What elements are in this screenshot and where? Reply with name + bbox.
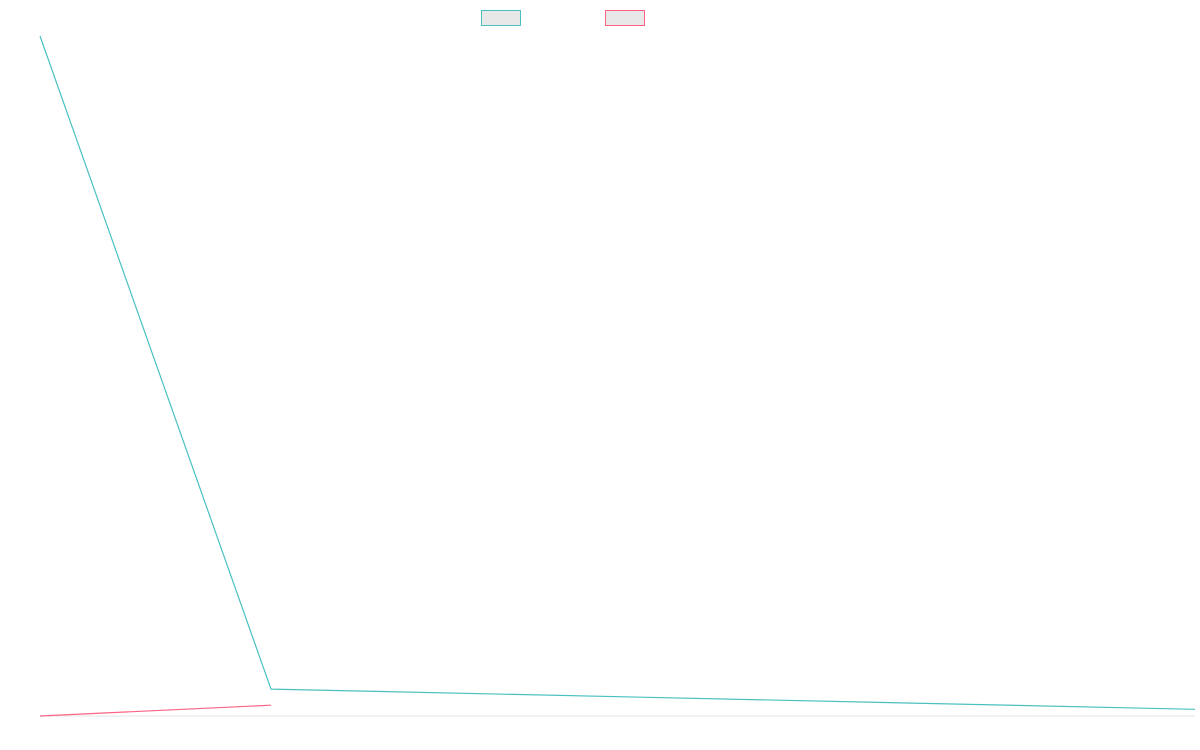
legend-swatch-1[interactable] (481, 10, 521, 26)
series-layer (39, 35, 1196, 717)
series-line-1 (39, 35, 1196, 710)
series-line-2 (39, 704, 272, 717)
legend-swatch-2[interactable] (605, 10, 645, 26)
legend (481, 10, 645, 26)
